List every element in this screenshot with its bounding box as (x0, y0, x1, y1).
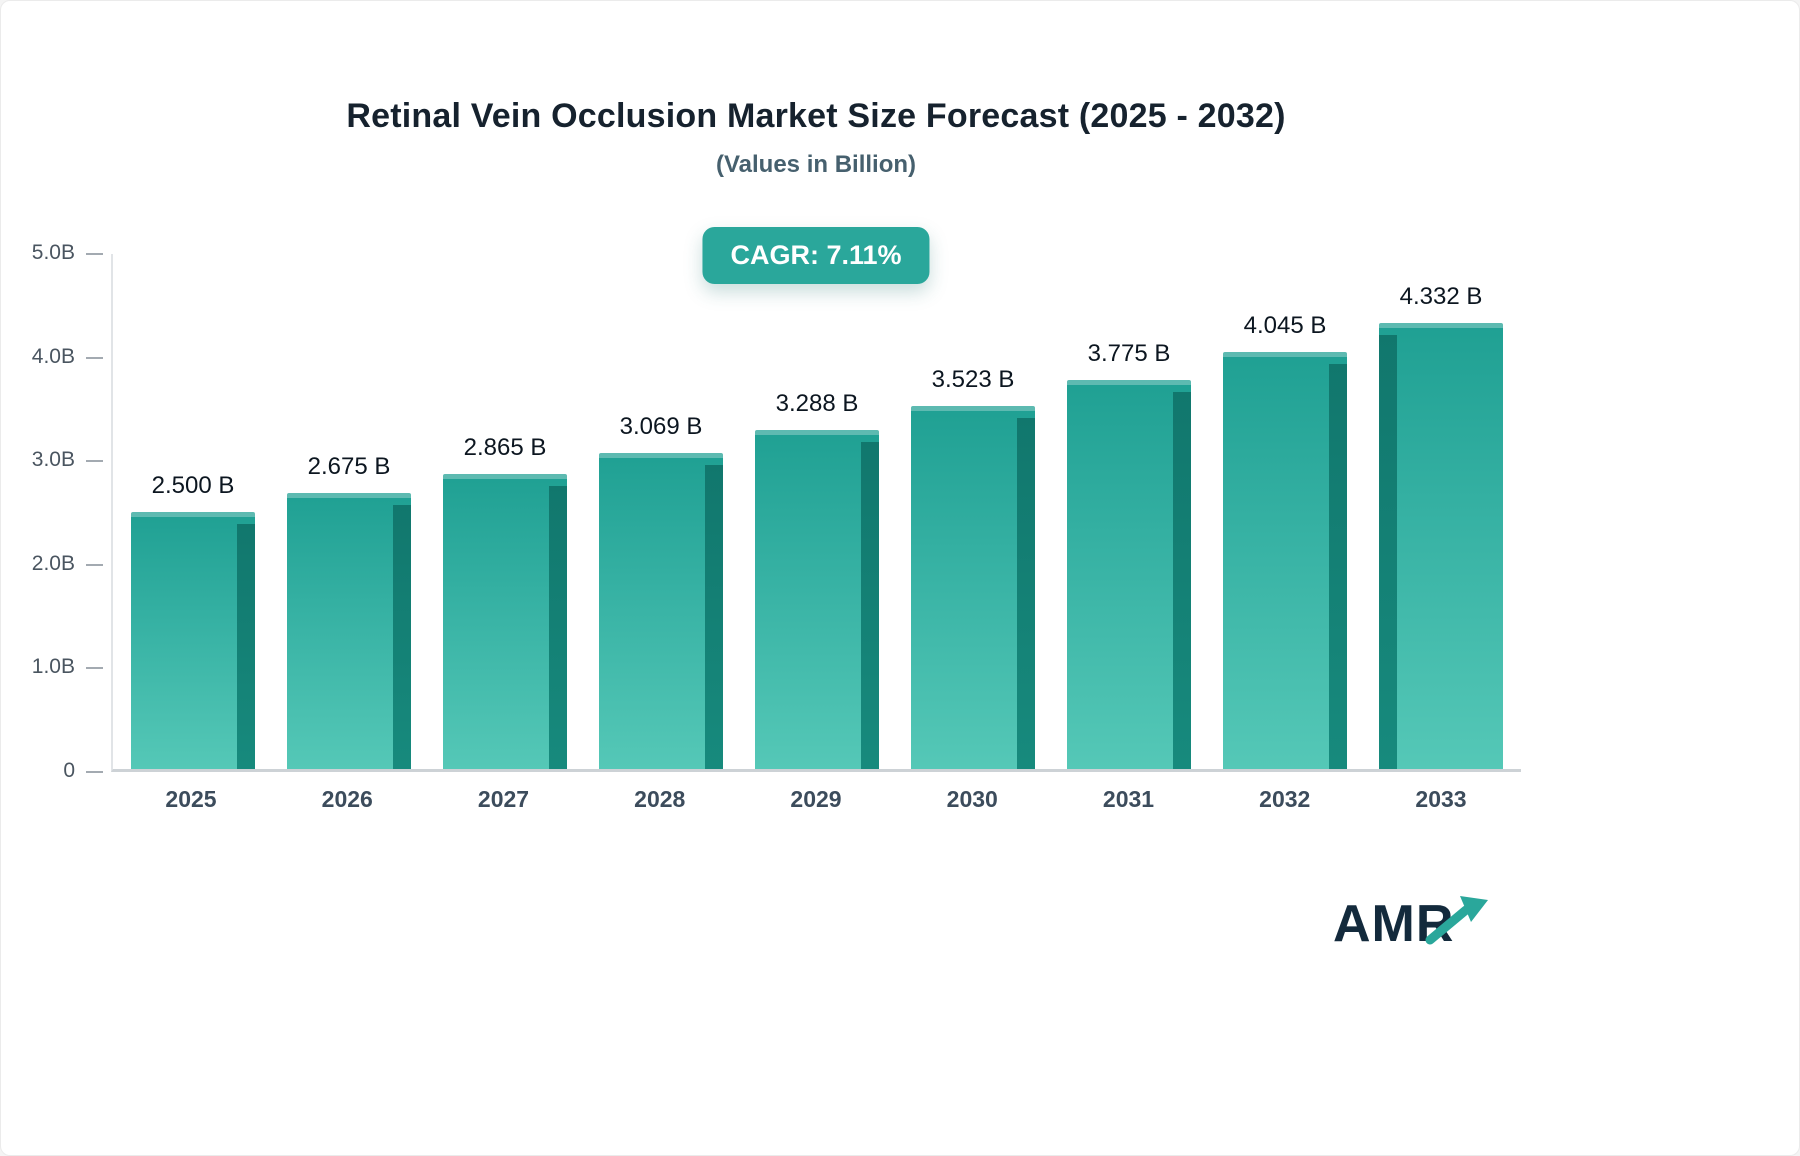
x-tick-label: 2029 (790, 786, 842, 812)
y-tick-mark (86, 356, 103, 359)
bar-2029: 3.288 B (755, 254, 879, 769)
amr-logo: AMR (1333, 894, 1494, 954)
y-tick-label: 0 (63, 759, 75, 782)
bar-side-face (705, 464, 723, 769)
bar-value-label: 4.045 B (1243, 312, 1327, 340)
bar-2025: 2.500 B (131, 254, 255, 769)
bar-side-face (861, 442, 879, 769)
growth-arrow-icon (1425, 896, 1489, 945)
bar-value-label: 2.500 B (151, 471, 235, 499)
bar-value-label: 3.523 B (931, 366, 1015, 394)
bar-value-label: 2.865 B (463, 433, 547, 461)
y-axis: 5.0B 4.0B 3.0B 2.0B 1.0B 0 (1, 241, 111, 782)
x-tick-label: 2033 (1415, 786, 1467, 812)
y-tick-label: 4.0B (31, 344, 75, 368)
cagr-badge: CAGR: 7.11% (702, 227, 930, 284)
x-tick-label: 2026 (321, 786, 373, 812)
bar-value-label: 2.675 B (307, 453, 391, 481)
bar-rect (911, 406, 1035, 769)
x-tick-label: 2027 (477, 786, 530, 812)
y-tick-mark (86, 771, 103, 773)
bar-side-face (1329, 364, 1347, 769)
y-tick-label: 2.0B (31, 551, 75, 575)
bar-rect (599, 452, 723, 769)
x-axis-labels: 2025 2026 2027 2028 2029 2030 2031 2032 2033 (111, 786, 1521, 813)
y-tick-mark (86, 563, 103, 566)
chart-title: Retinal Vein Occlusion Market Size Forec… (346, 97, 1286, 135)
bar-2032: 4.045 B (1223, 254, 1347, 769)
x-tick-label: 2028 (634, 786, 686, 812)
chart-subtitle: (Values in Billion) (715, 151, 917, 178)
y-tick-mark (86, 667, 103, 670)
y-tick-label: 1.0B (31, 655, 75, 679)
bar-side-face (393, 505, 411, 769)
bar-2033: 4.332 B (1379, 254, 1503, 769)
bar-side-face (1173, 392, 1191, 769)
bar-rect (755, 430, 879, 769)
bar-2030: 3.523 B (911, 254, 1035, 769)
bar-2028: 3.069 B (599, 254, 723, 769)
x-tick-label: 2032 (1259, 786, 1311, 812)
bars: 2.500 B 2.675 B 2.865 B 3.069 B 3.288 B 3.523… (113, 254, 1521, 769)
bar-side-face (1017, 418, 1035, 769)
bar-rect (131, 511, 255, 769)
bar-side-face (1379, 334, 1397, 769)
bar-value-label: 4.332 B (1399, 282, 1483, 310)
bar-value-label: 3.069 B (619, 412, 703, 440)
bar-rect (1223, 352, 1347, 769)
bar-side-face (237, 523, 255, 769)
y-tick-mark (86, 253, 103, 255)
bar-value-label: 3.288 B (775, 390, 859, 418)
bar-rect (1067, 380, 1191, 769)
x-tick-label: 2025 (165, 786, 217, 812)
bar-side-face (549, 485, 567, 769)
y-tick-label: 3.0B (31, 448, 75, 472)
y-tick-label: 5.0B (31, 241, 75, 264)
plot-area: 2.500 B 2.675 B 2.865 B 3.069 B 3.288 B 3.523… (111, 254, 1521, 772)
bar-value-label: 3.775 B (1087, 340, 1171, 368)
bar-2031: 3.775 B (1067, 254, 1191, 769)
bar-2026: 2.675 B (287, 254, 411, 769)
x-tick-label: 2031 (1102, 786, 1155, 812)
bar-2027: 2.865 B (443, 254, 567, 769)
y-tick-mark (86, 460, 103, 463)
x-tick-label: 2030 (946, 786, 998, 812)
bar-rect (443, 473, 567, 769)
bar-rect (287, 493, 411, 769)
bar-rect (1379, 322, 1503, 769)
